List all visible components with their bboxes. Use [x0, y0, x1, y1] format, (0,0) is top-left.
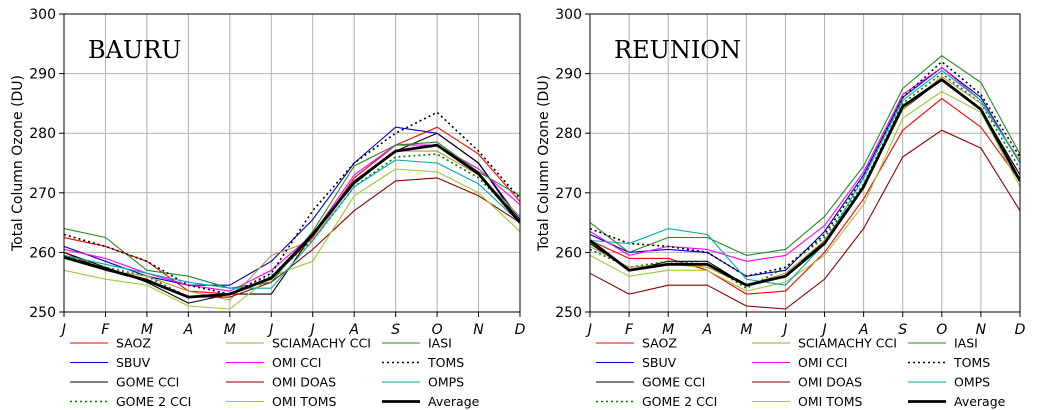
x-tick-label: A — [858, 322, 869, 338]
series-line-omi-toms — [590, 90, 1020, 292]
y-tick-label: 270 — [29, 186, 56, 202]
series-line-toms — [64, 111, 520, 295]
x-tick-label: O — [936, 322, 947, 338]
series-line-average — [64, 143, 520, 299]
x-tick-label: A — [701, 322, 712, 338]
x-tick-label: N — [976, 322, 987, 338]
x-tick-label: N — [473, 322, 484, 338]
legend-label-gome-cci: GOME CCI — [116, 375, 179, 390]
legend: SAOZ SBUV GOME CCI GOME 2 CCI SCIAMACHY CCI O… — [596, 336, 1006, 409]
legend-label-toms: TOMS — [427, 355, 464, 370]
legend-label-saoz: SAOZ — [116, 336, 151, 351]
panel-title: REUNION — [614, 36, 741, 64]
y-axis-label: Total Column Ozone (DU) — [10, 75, 26, 252]
x-tick-label: F — [625, 322, 634, 338]
legend-label-gome-2-cci: GOME 2 CCI — [642, 394, 717, 409]
x-tick-label: J — [308, 322, 315, 338]
y-tick-label: 270 — [555, 186, 582, 202]
series-line-omi-doas — [590, 129, 1020, 310]
legend: SAOZ SBUV GOME CCI GOME 2 CCI SCIAMACHY CCI O… — [70, 336, 480, 409]
x-tick-label: S — [898, 322, 907, 338]
panel-title: BAURU — [88, 36, 182, 64]
legend-label-sciamachy-cci: SCIAMACHY CCI — [272, 336, 371, 351]
series-line-gome-cci — [590, 79, 1020, 286]
y-tick-label: 280 — [29, 126, 56, 142]
legend-label-iasi: IASI — [428, 336, 452, 351]
legend-label-omps: OMPS — [428, 375, 464, 390]
series-line-omps — [64, 159, 520, 289]
x-tick-label: J — [585, 322, 592, 338]
x-tick-label: J — [819, 322, 826, 338]
legend-label-sbuv: SBUV — [642, 355, 677, 370]
y-tick-label: 290 — [29, 67, 56, 83]
legend-label-omps: OMPS — [954, 375, 990, 390]
series-line-iasi — [590, 55, 1020, 256]
legend-label-sciamachy-cci: SCIAMACHY CCI — [798, 336, 897, 351]
series-line-sciamachy-cci — [64, 150, 520, 301]
plot-frame — [589, 13, 1021, 313]
series-line-omi-cci — [590, 67, 1020, 262]
series-line-sciamachy-cci — [590, 76, 1020, 286]
y-tick-label: 250 — [29, 305, 56, 321]
series-line-omps — [590, 70, 1020, 286]
y-tick-label: 300 — [29, 7, 56, 23]
x-tick-label: D — [1015, 322, 1026, 338]
legend-label-gome-cci: GOME CCI — [642, 375, 705, 390]
legend-label-omi-toms: OMI TOMS — [272, 394, 337, 409]
bauru-panel: 250 260 270 280 290 300 J F M A M J J A S O N D Total Colu… — [10, 7, 526, 409]
series-line-toms — [590, 60, 1020, 278]
legend-label-saoz: SAOZ — [642, 336, 677, 351]
legend-label-omi-doas: OMI DOAS — [272, 375, 336, 390]
series-line-gome-2-cci — [64, 153, 520, 298]
x-tick-label: D — [515, 322, 526, 338]
series-line-sbuv — [64, 126, 520, 286]
x-tick-label: A — [348, 322, 359, 338]
legend-label-omi-cci: OMI CCI — [798, 355, 847, 370]
legend-label-iasi: IASI — [954, 336, 978, 351]
legend-label-gome-2-cci: GOME 2 CCI — [116, 394, 191, 409]
x-tick-label: J — [266, 322, 273, 338]
y-tick-label: 300 — [555, 7, 582, 23]
legend-label-average: Average — [428, 394, 480, 409]
series-line-saoz — [590, 98, 1020, 295]
plot-frame — [63, 13, 521, 313]
series-group — [64, 111, 520, 310]
y-tick-label: 280 — [555, 126, 582, 142]
y-tick-label: 260 — [555, 245, 582, 261]
legend-label-omi-cci: OMI CCI — [272, 355, 321, 370]
x-tick-label: M — [740, 322, 752, 338]
x-tick-label: F — [101, 322, 110, 338]
x-tick-label: O — [432, 322, 443, 338]
series-line-average — [590, 78, 1020, 287]
series-group — [590, 55, 1020, 310]
reunion-panel: 250 260 270 280 290 300 J F M A M J J A S O N D Total Colu… — [536, 7, 1026, 409]
x-tick-label: J — [780, 322, 787, 338]
x-tick-label: A — [183, 322, 194, 338]
y-axis-label: Total Column Ozone (DU) — [536, 75, 552, 252]
series-line-omi-doas — [64, 177, 520, 298]
x-tick-label: M — [141, 322, 153, 338]
x-tick-label: J — [59, 322, 66, 338]
y-tick-label: 290 — [555, 67, 582, 83]
series-line-omi-toms — [64, 168, 520, 310]
x-tick-label: S — [391, 322, 400, 338]
legend-label-omi-doas: OMI DOAS — [798, 375, 862, 390]
x-tick-label: M — [224, 322, 236, 338]
y-tick-label: 250 — [555, 305, 582, 321]
series-line-gome-2-cci — [590, 72, 1020, 290]
legend-label-omi-toms: OMI TOMS — [798, 394, 863, 409]
legend-label-sbuv: SBUV — [116, 355, 151, 370]
legend-label-toms: TOMS — [953, 355, 990, 370]
y-tick-label: 260 — [29, 245, 56, 261]
legend-label-average: Average — [954, 394, 1006, 409]
x-tick-label: M — [662, 322, 674, 338]
